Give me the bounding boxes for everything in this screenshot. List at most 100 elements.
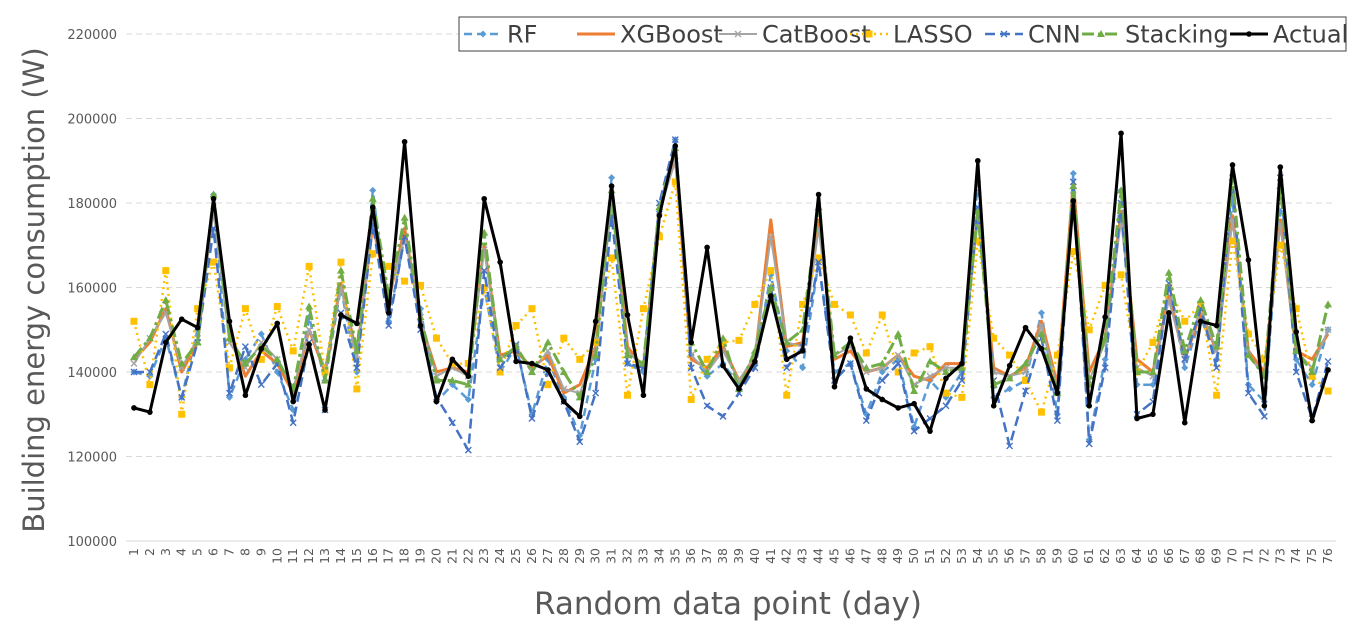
data-point-actual — [783, 356, 790, 363]
legend-label-xgboost: XGBoost — [620, 21, 723, 49]
data-point-stacking — [1324, 300, 1333, 308]
data-point-cnn — [1101, 364, 1109, 372]
x-tick-label: 21 — [444, 548, 459, 564]
data-point-actual — [369, 204, 376, 211]
data-point-cnn — [448, 419, 456, 427]
data-point-lasso — [544, 381, 552, 389]
data-point-actual — [226, 318, 233, 325]
y-tick-labels: 100000 120000 140000 160000 180000 200000 2200… — [67, 28, 117, 550]
data-point-lasso — [1244, 330, 1252, 338]
data-point-actual — [1229, 162, 1236, 168]
data-point-lasso — [639, 305, 647, 313]
series-line-cnn — [134, 138, 1330, 452]
data-point-catboost — [130, 360, 138, 368]
data-point-lasso — [1037, 408, 1045, 416]
data-point-lasso — [767, 267, 775, 275]
x-axis-title: Random data point (day) — [534, 586, 922, 622]
data-point-lasso — [1229, 237, 1237, 245]
x-tick-label: 69 — [1209, 548, 1224, 564]
data-point-stacking — [591, 351, 600, 359]
x-tick-label: 18 — [397, 548, 412, 564]
x-tick-label: 50 — [906, 548, 921, 564]
data-point-lasso — [225, 364, 233, 372]
x-tick-label: 11 — [285, 548, 300, 564]
data-point-stacking — [161, 296, 170, 304]
data-point-lasso — [608, 254, 616, 262]
data-point-actual — [863, 386, 870, 392]
data-point-actual — [433, 398, 440, 405]
data-point-stacking — [352, 346, 361, 354]
data-point-lasso — [401, 277, 409, 285]
data-point-stacking — [719, 334, 728, 342]
data-point-actual — [974, 157, 981, 164]
data-point-lasso — [1085, 326, 1093, 334]
gridlines — [126, 33, 1336, 542]
y-tick-label: 180000 — [67, 197, 117, 212]
data-point-cnn — [910, 427, 918, 435]
data-point-rf — [1037, 309, 1045, 317]
data-point-stacking — [862, 363, 871, 371]
data-point-lasso — [496, 368, 504, 376]
data-point-actual — [1293, 329, 1299, 335]
data-point-lasso — [257, 355, 265, 363]
data-point-actual — [656, 212, 663, 219]
data-point-actual — [768, 293, 774, 299]
series-cnn — [130, 136, 1332, 454]
data-point-stacking — [273, 355, 282, 363]
data-point-lasso — [576, 355, 584, 363]
data-point-stacking — [1005, 374, 1014, 382]
data-point-cnn — [1292, 368, 1300, 376]
data-point-cnn — [624, 360, 632, 368]
data-point-catboost — [560, 385, 568, 393]
x-tick-label: 15 — [349, 548, 364, 564]
data-point-actual — [385, 310, 392, 316]
x-tick-label: 12 — [301, 548, 316, 564]
data-point-actual — [672, 143, 679, 149]
data-point-stacking — [926, 357, 935, 365]
data-point-actual — [242, 392, 249, 399]
data-point-cnn — [942, 402, 950, 410]
data-point-stacking — [368, 194, 377, 202]
data-point-lasso — [1181, 317, 1189, 325]
data-point-actual — [1134, 415, 1140, 422]
data-point-lasso — [512, 322, 520, 330]
data-point-cnn — [528, 414, 536, 422]
x-tick-label: 22 — [460, 548, 475, 564]
x-tick-label: 30 — [588, 548, 603, 564]
data-point-cnn — [815, 258, 823, 266]
series-rf — [130, 136, 1332, 444]
data-point-lasso — [799, 300, 807, 308]
data-point-stacking — [464, 380, 473, 388]
data-point-stacking — [1021, 359, 1030, 367]
x-tick-label: 56 — [1002, 548, 1017, 564]
legend-marker-actual — [1246, 31, 1252, 37]
data-point-stacking — [703, 368, 712, 375]
series-lines — [129, 130, 1333, 454]
data-point-rf — [1069, 169, 1077, 177]
data-point-lasso — [1292, 305, 1300, 313]
data-point-actual — [274, 320, 281, 327]
data-point-actual — [1022, 324, 1029, 331]
data-point-stacking — [1212, 342, 1221, 350]
data-point-actual — [831, 383, 838, 390]
data-point-cnn — [385, 322, 393, 330]
data-point-stacking — [782, 338, 791, 346]
data-point-stacking — [957, 363, 966, 371]
data-point-stacking — [910, 387, 919, 395]
x-tick-label: 4 — [174, 548, 189, 556]
x-tick-label: 71 — [1240, 548, 1255, 564]
data-point-actual — [959, 360, 965, 367]
x-tick-label: 44 — [811, 548, 826, 564]
data-point-stacking — [1308, 368, 1317, 375]
data-point-actual — [529, 360, 535, 367]
data-point-lasso — [1069, 248, 1077, 256]
data-point-rf — [369, 186, 377, 194]
data-point-stacking — [878, 359, 887, 367]
series-line-rf — [133, 138, 1330, 441]
data-point-lasso — [942, 389, 950, 397]
data-point-actual — [545, 367, 551, 373]
data-point-actual — [290, 398, 296, 405]
x-tick-label: 6 — [206, 548, 221, 556]
data-point-stacking — [432, 376, 441, 384]
legend-entry-catboost: CatBoost — [719, 21, 871, 49]
